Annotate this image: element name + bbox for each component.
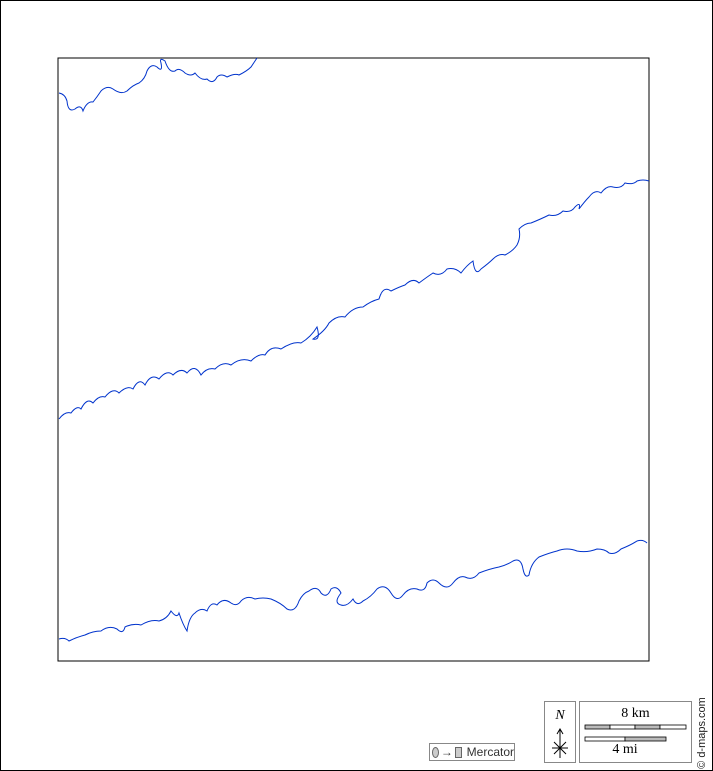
map-frame [57,57,650,662]
river-central [58,179,650,420]
projection-legend: → Mercator [429,743,515,761]
scale-bars [584,724,687,742]
river-north [58,57,258,113]
arrow-right-icon: → [440,745,453,759]
copyright-text: © d-maps.com [696,697,708,769]
circle-icon [432,746,439,758]
scale-km-label: 8 km [621,706,650,721]
north-label: N [555,708,565,723]
scale-mi-label: 4 mi [612,742,638,757]
copyright: © d-maps.com [692,697,712,769]
scale-bar: 8 km 4 mi [579,701,692,763]
projection-label: Mercator [466,745,514,759]
compass-icon [552,728,568,758]
square-icon [454,746,462,758]
river-south [58,539,648,642]
north-arrow: N [544,701,576,763]
